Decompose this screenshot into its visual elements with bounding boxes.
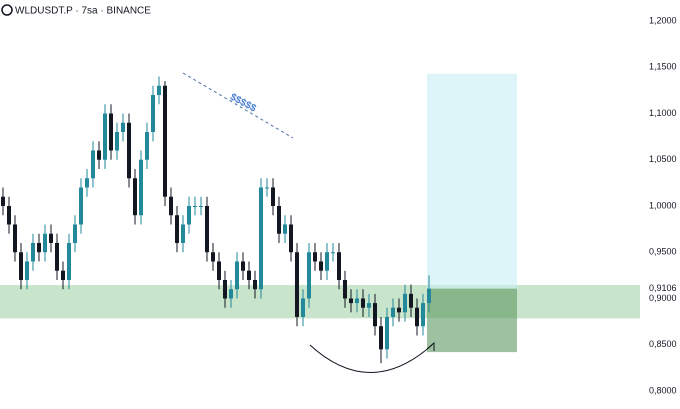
- candle-body: [223, 279, 227, 299]
- candle-body: [67, 242, 71, 280]
- candle-body: [397, 307, 401, 313]
- candle-body: [391, 307, 395, 317]
- candle-body: [13, 224, 17, 253]
- candle-body: [247, 270, 251, 280]
- candle-body: [133, 178, 137, 216]
- candle-body: [181, 224, 185, 243]
- candle-body: [277, 205, 281, 234]
- candle-body: [157, 85, 161, 95]
- last-price-bg: [645, 282, 680, 295]
- candle-body: [343, 279, 347, 299]
- candle-body: [175, 215, 179, 243]
- y-tick-label: 1,1500: [649, 62, 677, 72]
- candle-body: [217, 261, 221, 280]
- candle-body: [409, 293, 413, 308]
- annotation: $$$$$: [228, 92, 258, 115]
- candle-body: [151, 94, 155, 132]
- candle-body: [301, 298, 305, 317]
- y-tick-label: 1,0000: [649, 200, 677, 210]
- symbol-icon: [1, 4, 13, 16]
- candle-body: [385, 316, 389, 350]
- candle-body: [127, 122, 131, 179]
- y-tick-label: 1,2000: [649, 15, 677, 25]
- candle-body: [289, 224, 293, 253]
- candle-body: [271, 187, 275, 206]
- candle-body: [91, 150, 95, 179]
- candle-body: [253, 279, 257, 290]
- candle-body: [361, 298, 365, 308]
- candle-body: [49, 233, 53, 243]
- candle-body: [31, 242, 35, 262]
- candle-body: [337, 252, 341, 280]
- candle-body: [373, 303, 377, 327]
- y-tick-label: 0,8000: [649, 385, 677, 395]
- y-tick-label: 0,9000: [649, 293, 677, 303]
- candle-body: [169, 196, 173, 216]
- candle-body: [379, 326, 383, 350]
- candle-body: [139, 159, 143, 216]
- candle-body: [55, 242, 59, 271]
- candle-body: [421, 303, 425, 327]
- candle-body: [163, 85, 167, 197]
- candle-body: [19, 252, 23, 280]
- y-tick-label: 1,1000: [649, 108, 677, 118]
- candle-body: [193, 205, 197, 207]
- candle-body: [205, 205, 209, 253]
- background-layer: [0, 73, 640, 353]
- curve-arrow: [309, 344, 433, 373]
- candle-body: [43, 233, 47, 253]
- arrow-head: [426, 341, 435, 351]
- candle-body: [97, 150, 101, 160]
- candle-body: [211, 252, 215, 262]
- candle-body: [367, 303, 371, 308]
- candle-body: [109, 113, 113, 151]
- candle-body: [187, 205, 191, 225]
- candle-body: [403, 293, 407, 313]
- candle-body: [319, 261, 323, 271]
- stop-area: [427, 288, 517, 353]
- candle-body: [313, 252, 317, 262]
- chart-title: WLDUSDT.P · 7sa · BINANCE: [15, 6, 151, 17]
- candle-body: [349, 298, 353, 304]
- candle-body: [79, 187, 83, 225]
- candle-body: [229, 289, 233, 299]
- candle-body: [199, 205, 203, 207]
- candle-body: [85, 178, 89, 188]
- candle-body: [331, 252, 335, 254]
- support-zone: [0, 285, 640, 319]
- candle-body: [415, 307, 419, 327]
- price-axis: 1,2000 1,1500 1,1000 1,0500 1,0000 0,9500 0,90…: [640, 0, 680, 409]
- candle-body: [103, 113, 107, 160]
- last-price-label: 0,9106: [649, 283, 677, 293]
- candle-body: [121, 122, 125, 132]
- axis-bg: [640, 0, 680, 409]
- candle-body: [259, 187, 263, 290]
- candle-body: [1, 196, 5, 206]
- candle-body: [37, 242, 41, 253]
- candle-body: [115, 131, 119, 151]
- y-tick-label: 1,0500: [649, 154, 677, 164]
- candle-body: [73, 224, 77, 243]
- candles: [1, 76, 431, 364]
- candle-body: [283, 224, 287, 234]
- candle-body: [355, 298, 359, 304]
- y-tick-label: 0,8500: [649, 339, 677, 349]
- candle-body: [325, 252, 329, 271]
- candle-body: [145, 131, 149, 160]
- candle-body: [265, 187, 269, 189]
- candle-body: [7, 205, 11, 225]
- candle-body: [295, 252, 299, 317]
- candle-body: [235, 261, 239, 290]
- candle-body: [25, 261, 29, 280]
- candle-body: [61, 270, 65, 280]
- candle-body: [427, 288, 431, 304]
- candle-body: [307, 252, 311, 299]
- candle-body: [241, 261, 245, 271]
- y-tick-label: 0,9500: [649, 247, 677, 257]
- target-area: [427, 73, 517, 289]
